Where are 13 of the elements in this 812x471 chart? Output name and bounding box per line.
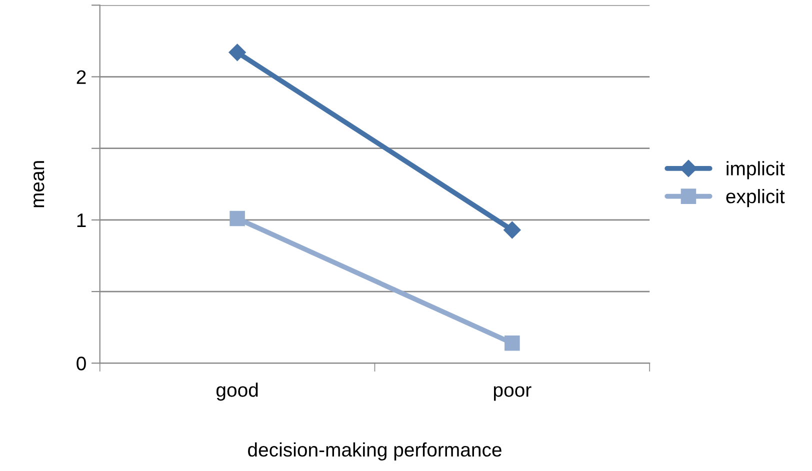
y-tick-label: 0 xyxy=(76,356,86,370)
point xyxy=(504,221,521,239)
point xyxy=(230,210,245,226)
x-axis-title: decision-making performance xyxy=(248,442,502,461)
point xyxy=(504,335,520,351)
x-tick-label: good xyxy=(216,382,258,401)
legend-label: implicit xyxy=(726,161,785,180)
legend-label: explicit xyxy=(726,189,785,208)
y-axis-title: mean xyxy=(34,161,44,208)
y-tick-label: 2 xyxy=(76,70,86,84)
x-tick-label: poor xyxy=(494,386,532,401)
point xyxy=(228,44,246,61)
y-tick-label: 1 xyxy=(77,214,86,228)
